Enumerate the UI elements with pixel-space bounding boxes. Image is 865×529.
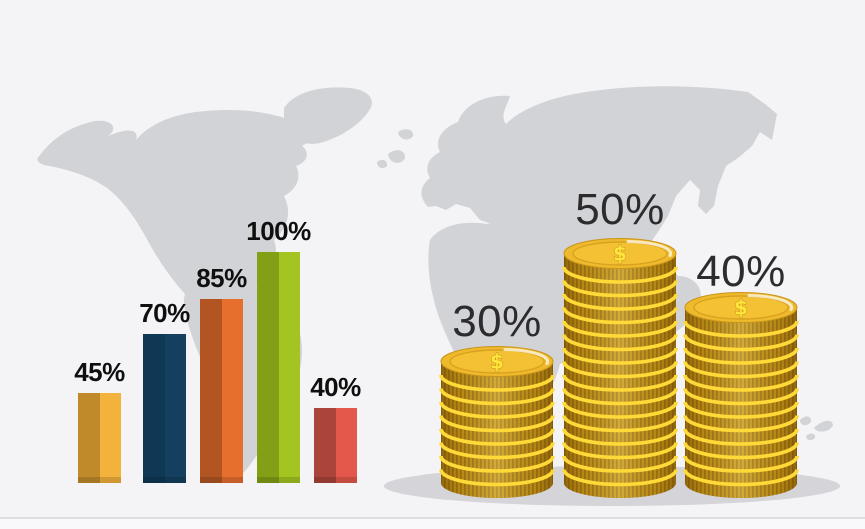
bar-light-half — [99, 393, 121, 483]
dollar-sign-icon: $ — [613, 242, 627, 266]
coin-stack-label: 50% — [575, 185, 665, 234]
bar-dark-half — [78, 393, 100, 483]
coin-stack-label: 30% — [452, 297, 542, 346]
bar — [143, 334, 186, 483]
bar-group: 40% — [310, 0, 361, 483]
bar-bottom-shade — [257, 477, 300, 483]
bar-bottom-shade — [78, 477, 121, 483]
bar-light-half — [278, 252, 300, 483]
bar-light-half — [221, 299, 243, 483]
bar-dark-half — [143, 334, 165, 483]
coin-stack: $ — [683, 292, 799, 498]
dollar-sign-icon: $ — [734, 296, 748, 320]
floor-strip — [0, 517, 865, 529]
bar-light-half — [335, 408, 357, 483]
bar-bottom-shade — [143, 477, 186, 483]
coin-stack: $ — [562, 238, 678, 498]
bar-dark-half — [257, 252, 279, 483]
bar-dark-half — [314, 408, 336, 483]
bar-bottom-shade — [200, 477, 243, 483]
bar-value-label: 70% — [139, 298, 190, 328]
map-british-isles — [377, 150, 406, 169]
coin-stack-label: 40% — [696, 247, 786, 296]
map-arctic-islands — [214, 119, 288, 155]
map-southeast-islands — [800, 416, 833, 441]
bar — [78, 393, 121, 483]
bar — [257, 252, 300, 483]
bar-bottom-shade — [314, 477, 357, 483]
bar-value-label: 85% — [196, 263, 247, 293]
bar-light-half — [164, 334, 186, 483]
bar-value-label: 45% — [74, 357, 125, 387]
bar-group: 45% — [74, 0, 125, 483]
bar — [314, 408, 357, 483]
bar — [200, 299, 243, 483]
map-greenland — [284, 87, 372, 144]
bar-dark-half — [200, 299, 222, 483]
bar-group: 85% — [196, 0, 247, 483]
coin-stack: $ — [439, 346, 555, 498]
bar-group: 100% — [246, 0, 311, 483]
map-iceland — [398, 129, 414, 140]
bar-group: 70% — [139, 0, 190, 483]
bar-value-label: 40% — [310, 372, 361, 402]
dollar-sign-icon: $ — [490, 350, 504, 374]
bar-value-label: 100% — [246, 216, 311, 246]
